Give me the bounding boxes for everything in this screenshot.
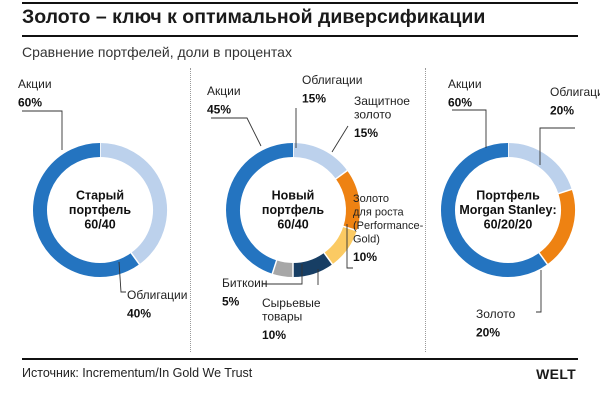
slice-label-gold_performance: Gold) (353, 234, 380, 246)
slice-label-gold_protective: Защитное (354, 94, 410, 108)
slice-value-stocks: 45% (207, 103, 231, 117)
divider-left (190, 68, 191, 352)
slice-separator (334, 169, 349, 181)
slice-value-gold_ms: 20% (476, 326, 500, 340)
label-pointer-gold_protective (331, 125, 349, 153)
center-label-line: Morgan Stanley: (459, 203, 556, 217)
top-rule (22, 2, 578, 4)
center-label-line: 60/40 (277, 218, 308, 232)
slice-label-bonds: Облигации (127, 288, 187, 302)
donut-slice-stocks (33, 143, 140, 277)
center-label-line: Портфель (476, 189, 540, 203)
slice-separator (557, 188, 573, 195)
welt-logo: WELT (536, 366, 576, 382)
center-label-line: 60/40 (84, 218, 115, 232)
center-label-line: Новый (272, 189, 315, 203)
slice-value-commodities: 10% (262, 328, 286, 342)
slice-label-gold_performance: для роста (353, 207, 404, 219)
donut-slice-gold_ms (538, 189, 575, 265)
divider-right (425, 68, 426, 352)
slice-label-commodities: Сырьевые (262, 296, 321, 310)
slice-label-gold_ms: Золото (476, 307, 516, 321)
slice-value-gold_protective: 15% (354, 126, 378, 140)
slice-value-bonds: 20% (550, 104, 574, 118)
donut-slice-gold_performance (323, 226, 357, 265)
slice-value-bonds: 40% (127, 307, 151, 321)
slice-separator (322, 251, 334, 266)
donut-slice-bonds (99, 143, 167, 265)
center-label-line: Старый (76, 189, 124, 203)
center-label-line: 60/20/20 (484, 218, 533, 232)
label-pointer-bonds (539, 127, 575, 165)
slice-separator (129, 251, 141, 266)
slice-label-bitcoin: Биткоин (222, 276, 267, 290)
donut-slice-gold_protective (335, 170, 360, 231)
title-rule (22, 35, 578, 37)
center-label-line: портфель (69, 203, 131, 217)
source-note: Источник: Incrementum/In Gold We Trust (22, 366, 253, 380)
slice-label-bonds: Облигации (550, 85, 600, 99)
slice-separator (342, 225, 358, 232)
slice-label-stocks: Акции (207, 84, 241, 98)
center-label-line: портфель (262, 203, 324, 217)
slice-value-stocks: 60% (18, 96, 42, 110)
donut-slice-stocks (441, 143, 548, 277)
slice-value-gold_performance: 10% (353, 250, 377, 264)
slice-label-stocks: Акции (18, 77, 52, 91)
chart-subtitle: Сравнение портфелей, доли в процентах (22, 44, 292, 60)
footer-rule (22, 358, 578, 360)
donut-slice-commodities (292, 252, 333, 277)
label-pointer-stocks (22, 110, 63, 150)
slice-value-stocks: 60% (448, 96, 472, 110)
slice-label-stocks: Акции (448, 77, 482, 91)
slice-label-gold_performance: (Performance- (353, 220, 424, 232)
slice-label-gold_performance: Золото (353, 193, 389, 205)
slice-label-commodities: товары (262, 310, 302, 324)
slice-value-bitcoin: 5% (222, 295, 240, 309)
label-pointer-bonds (118, 261, 126, 293)
label-pointer-stocks (452, 109, 487, 148)
slice-label-gold_protective: золото (354, 108, 392, 122)
donut-slice-bonds (292, 143, 348, 180)
label-pointer-stocks (211, 117, 262, 147)
donut-slice-stocks (226, 143, 294, 274)
slice-separator (537, 251, 549, 266)
slice-value-bonds: 15% (302, 92, 326, 106)
chart-title: Золото – ключ к оптимальной диверсификац… (22, 6, 486, 28)
slice-label-bonds: Облигации (302, 73, 362, 87)
slice-separator (271, 259, 278, 275)
label-pointer-gold_performance (346, 224, 353, 269)
label-pointer-bitcoin (262, 264, 303, 285)
donut-slice-bitcoin (272, 260, 294, 277)
label-pointer-gold_ms (536, 270, 542, 313)
donut-slice-bonds (507, 143, 572, 194)
